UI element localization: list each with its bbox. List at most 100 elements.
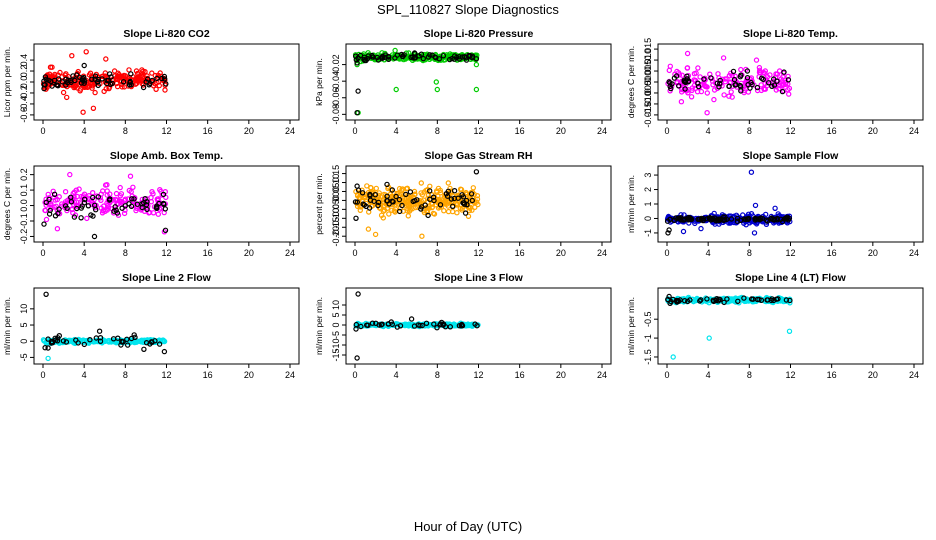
data-point-low-rate xyxy=(416,53,422,59)
scatter-points xyxy=(352,47,480,116)
x-tick-label: 4 xyxy=(706,248,711,258)
data-point-high-rate xyxy=(678,98,685,105)
data-point-low-rate xyxy=(128,71,134,77)
data-point-high-rate xyxy=(43,196,49,202)
scatter-points xyxy=(352,169,481,239)
data-point-high-rate xyxy=(726,72,733,79)
data-point-high-rate xyxy=(89,189,96,196)
scatter-points xyxy=(665,293,793,360)
data-point-low-rate xyxy=(64,205,70,211)
data-point-low-rate xyxy=(744,74,751,81)
data-point-low-rate xyxy=(698,217,704,223)
data-point-high-rate xyxy=(103,56,109,62)
data-point-low-rate xyxy=(385,56,392,63)
data-point-low-rate xyxy=(386,201,392,207)
x-tick-label: 16 xyxy=(827,370,837,380)
data-point-high-rate xyxy=(154,196,160,202)
panel-3: Slope Li-820 Temp. degrees C per min. 0 4 8 1… xyxy=(626,28,924,136)
scatter-points xyxy=(40,49,169,115)
x-tick-label: 8 xyxy=(435,126,440,136)
data-point-high-rate xyxy=(73,187,80,193)
data-point-high-rate xyxy=(466,207,473,214)
data-point-high-rate xyxy=(94,338,100,344)
y-tick-label: -0.05 xyxy=(331,199,341,220)
data-point-low-rate xyxy=(161,76,168,82)
data-point-high-rate xyxy=(721,92,727,98)
data-point-low-rate xyxy=(448,196,455,202)
data-point-low-rate xyxy=(461,54,468,60)
data-point-low-rate xyxy=(91,202,98,208)
data-point-high-rate xyxy=(772,205,778,211)
y-tick-label: -0.010 xyxy=(643,91,653,117)
data-point-high-rate xyxy=(114,83,121,90)
data-point-high-rate xyxy=(407,206,413,213)
data-point-high-rate xyxy=(470,185,476,191)
data-point-high-rate xyxy=(105,338,112,344)
data-point-low-rate xyxy=(785,77,792,83)
data-point-high-rate xyxy=(751,230,758,236)
data-point-high-rate xyxy=(83,49,89,55)
data-point-low-rate xyxy=(769,83,775,90)
data-point-high-rate xyxy=(114,73,121,79)
data-point-low-rate xyxy=(96,328,103,334)
data-point-low-rate xyxy=(161,201,167,207)
panel-2: Slope Li-820 Pressure kPa per min. 0 4 8 12 16… xyxy=(314,28,612,136)
y-tick-label: -0.15 xyxy=(331,217,341,238)
data-point-low-rate xyxy=(85,203,92,209)
x-tick-label: 0 xyxy=(40,370,45,380)
data-point-high-rate xyxy=(54,196,61,203)
x-tick-label: 0 xyxy=(664,248,669,258)
data-point-low-rate xyxy=(764,218,771,224)
data-point-high-rate xyxy=(727,218,734,225)
data-point-low-rate xyxy=(682,86,688,92)
data-point-high-rate xyxy=(133,80,140,87)
data-point-high-rate xyxy=(157,186,163,193)
data-point-low-rate xyxy=(440,53,447,59)
data-point-low-rate xyxy=(473,56,480,62)
x-tick-label: 4 xyxy=(394,126,399,136)
data-point-high-rate xyxy=(704,109,710,116)
x-tick-label: 12 xyxy=(473,370,483,380)
x-tick-label: 24 xyxy=(285,370,295,380)
x-tick-label: 20 xyxy=(868,248,878,258)
data-point-high-rate xyxy=(104,181,110,188)
data-point-low-rate xyxy=(59,79,66,85)
x-tick-label: 16 xyxy=(515,370,525,380)
y-axis-label: kPa per min. xyxy=(314,58,324,106)
x-tick-label: 4 xyxy=(82,126,87,136)
data-point-low-rate xyxy=(707,214,713,221)
data-point-high-rate xyxy=(667,63,674,70)
data-point-high-rate xyxy=(365,226,372,232)
data-point-low-rate xyxy=(775,296,781,302)
y-tick-label: 0.10 xyxy=(331,174,341,192)
data-point-low-rate xyxy=(771,82,778,88)
data-point-high-rate xyxy=(757,67,763,74)
data-point-low-rate xyxy=(469,197,475,204)
data-point-low-rate xyxy=(144,198,150,205)
x-tick-label: 12 xyxy=(161,248,171,258)
data-point-low-rate xyxy=(724,296,730,302)
data-point-low-rate xyxy=(667,216,674,222)
data-point-low-rate xyxy=(355,88,361,94)
data-point-low-rate xyxy=(768,297,774,304)
data-point-high-rate xyxy=(140,339,147,345)
panel-title: Slope Amb. Box Temp. xyxy=(110,150,223,162)
data-point-low-rate xyxy=(708,75,714,81)
data-point-low-rate xyxy=(160,191,167,198)
data-point-high-rate xyxy=(405,195,411,202)
x-tick-label: 20 xyxy=(244,248,254,258)
data-point-high-rate xyxy=(76,186,82,192)
data-point-high-rate xyxy=(118,191,125,197)
data-point-low-rate xyxy=(89,194,96,201)
x-tick-label: 4 xyxy=(82,248,87,258)
data-point-high-rate xyxy=(786,91,792,97)
data-point-low-rate xyxy=(92,73,99,79)
data-point-low-rate xyxy=(778,216,784,222)
data-point-low-rate xyxy=(352,199,359,205)
data-point-high-rate xyxy=(73,202,80,209)
scatter-points xyxy=(665,50,793,116)
data-point-low-rate xyxy=(131,332,137,338)
data-point-low-rate xyxy=(766,80,772,86)
data-point-low-rate xyxy=(417,322,423,329)
data-point-low-rate xyxy=(154,75,160,82)
